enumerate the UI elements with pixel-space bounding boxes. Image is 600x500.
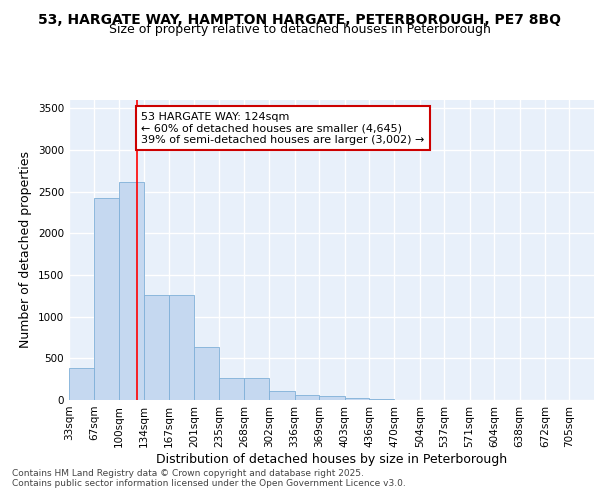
Y-axis label: Number of detached properties: Number of detached properties	[19, 152, 32, 348]
Bar	[69, 368, 94, 400]
Bar	[319, 396, 344, 400]
Bar	[169, 295, 194, 400]
Bar	[244, 378, 269, 400]
Text: 53 HARGATE WAY: 124sqm
← 60% of detached houses are smaller (4,645)
39% of semi-: 53 HARGATE WAY: 124sqm ← 60% of detached…	[141, 112, 425, 145]
Text: Contains public sector information licensed under the Open Government Licence v3: Contains public sector information licen…	[12, 479, 406, 488]
Bar	[295, 396, 319, 400]
Bar	[369, 399, 394, 400]
Bar	[94, 198, 119, 400]
X-axis label: Distribution of detached houses by size in Peterborough: Distribution of detached houses by size …	[156, 452, 507, 466]
Bar	[269, 391, 295, 400]
Bar	[194, 346, 220, 400]
Text: Size of property relative to detached houses in Peterborough: Size of property relative to detached ho…	[109, 22, 491, 36]
Bar	[344, 398, 369, 400]
Text: 53, HARGATE WAY, HAMPTON HARGATE, PETERBOROUGH, PE7 8BQ: 53, HARGATE WAY, HAMPTON HARGATE, PETERB…	[38, 12, 562, 26]
Bar	[119, 182, 144, 400]
Bar	[220, 378, 244, 400]
Text: Contains HM Land Registry data © Crown copyright and database right 2025.: Contains HM Land Registry data © Crown c…	[12, 469, 364, 478]
Bar	[144, 295, 169, 400]
